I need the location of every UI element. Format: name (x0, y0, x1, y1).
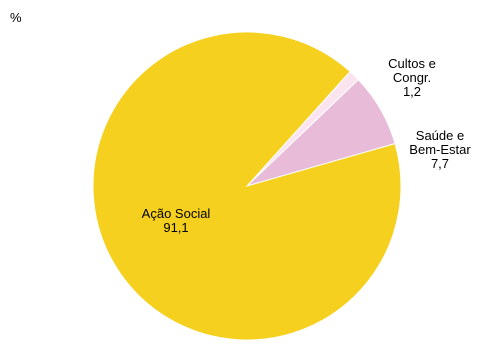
pie-labels: Cultos e Congr. 1,2 Saúde e Bem-Estar 7,7 Ação… (142, 56, 472, 235)
acao-social-label: Ação Social 91,1 (142, 206, 211, 235)
saude-label: Saúde e Bem-Estar 7,7 (409, 128, 471, 171)
slice-label-line: Congr. (393, 70, 431, 85)
slice-label-line: Cultos e (388, 56, 436, 71)
slice-label-line: Ação Social (142, 206, 211, 221)
cultos-label: Cultos e Congr. 1,2 (388, 56, 436, 99)
slice-label-line: 91,1 (163, 220, 188, 235)
slice-label-line: 7,7 (431, 156, 449, 171)
unit-label: % (10, 10, 22, 25)
acao-social-slice (92, 31, 402, 341)
slice-label-line: Bem-Estar (409, 142, 471, 157)
slice-label-line: 1,2 (403, 84, 421, 99)
slice-label-line: Saúde e (416, 128, 464, 143)
pie-slices (92, 31, 402, 341)
